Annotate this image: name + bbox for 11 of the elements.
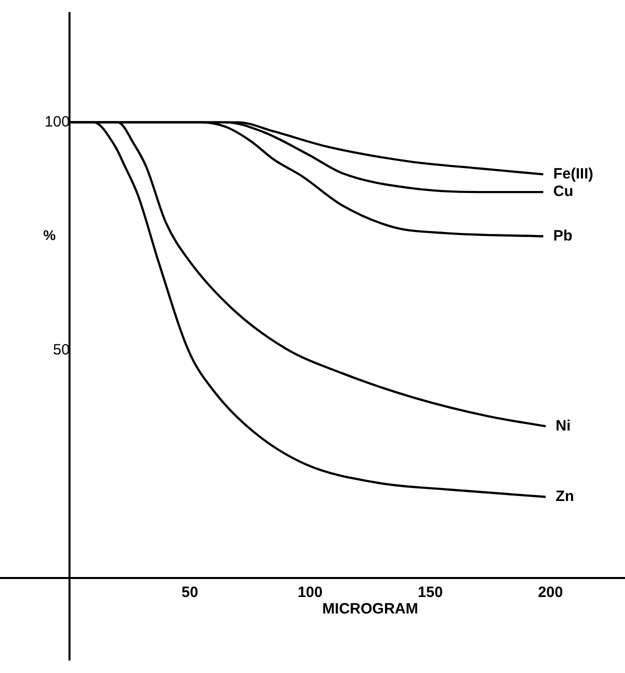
x-axis-title: MICROGRAM: [322, 600, 418, 618]
x-tick-label: 100: [298, 584, 323, 602]
series-label: Cu: [553, 183, 574, 200]
y-axis-title: %: [43, 227, 56, 244]
series-label: Ni: [556, 417, 571, 434]
series-label: Fe(III): [553, 165, 594, 182]
x-tick-label: 150: [418, 584, 443, 602]
series-label: Zn: [556, 488, 574, 506]
x-tick-label: 200: [538, 584, 563, 602]
series-label: Pb: [553, 227, 572, 244]
x-tick-label: 50: [182, 584, 198, 602]
